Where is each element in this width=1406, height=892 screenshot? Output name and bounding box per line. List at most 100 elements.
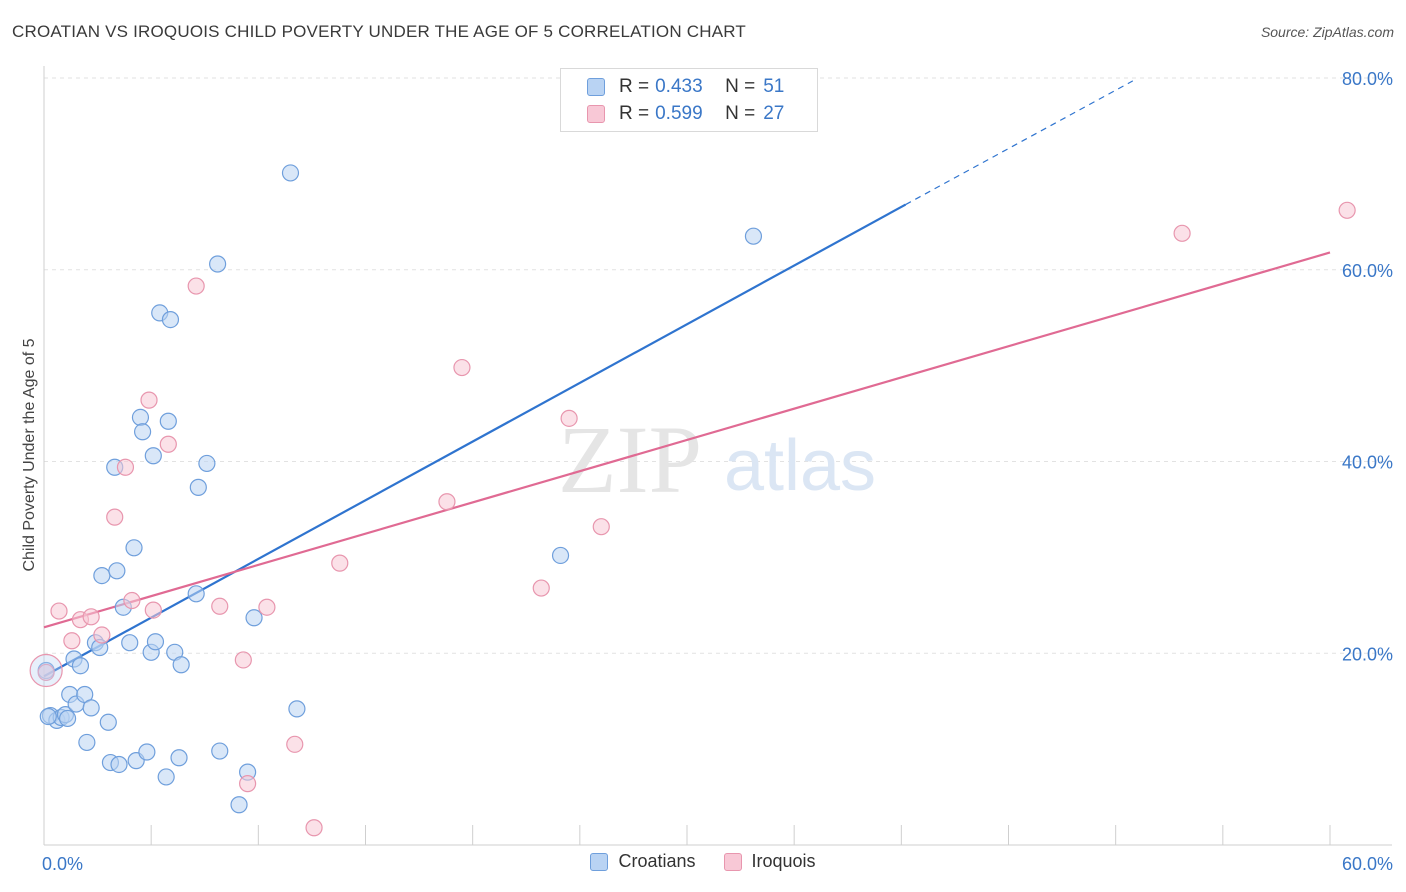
iroquois-point <box>286 735 304 753</box>
croatians-point <box>170 749 188 767</box>
croatians-swatch <box>587 78 605 96</box>
y-axis-label: Child Poverty Under the Age of 5 <box>21 338 38 571</box>
iroquois-point <box>453 358 471 377</box>
croatians-point <box>551 546 570 565</box>
croatians-point <box>82 699 100 717</box>
iroquois-point <box>187 277 205 295</box>
iroquois-point <box>63 632 81 650</box>
iroquois-point <box>331 554 349 572</box>
legend-label: Iroquois <box>751 851 816 871</box>
croatians-point <box>71 657 90 675</box>
croatians-point <box>159 412 177 430</box>
iroquois-point <box>50 602 68 620</box>
croatians-point <box>121 634 139 652</box>
iroquois-point <box>37 663 55 682</box>
r-value: 0.599 <box>655 103 703 124</box>
trend-layer <box>43 80 1331 678</box>
watermark-atlas: atlas <box>724 426 876 506</box>
n-value: 51 <box>763 76 785 97</box>
croatians-point <box>744 227 763 245</box>
croatians-point <box>281 164 300 182</box>
croatians-point <box>99 713 117 731</box>
chart-title: CROATIAN VS IROQUOIS CHILD POVERTY UNDER… <box>12 22 746 41</box>
iroquois-point <box>106 508 124 526</box>
r-label: R = <box>619 76 650 97</box>
iroquois-point <box>1173 224 1191 242</box>
legend-item-iroquois[interactable]: Iroquois <box>723 851 816 872</box>
iroquois-point <box>438 493 456 511</box>
croatians-point <box>172 656 190 674</box>
iroquois-point <box>239 775 257 793</box>
watermark-zip: ZIP <box>558 406 702 513</box>
croatians-point <box>146 633 165 651</box>
croatians-point <box>209 255 227 273</box>
croatians-point <box>198 454 216 473</box>
croatians-point <box>189 478 207 496</box>
iroquois-point <box>93 626 111 644</box>
croatians-point <box>78 733 96 752</box>
croatians-point <box>108 562 126 580</box>
r-value: 0.433 <box>655 76 703 97</box>
axes-layer <box>43 66 1392 846</box>
iroquois-point <box>560 409 578 427</box>
croatians-point <box>187 585 205 603</box>
y-tick-label: 20.0% <box>1342 644 1393 664</box>
correlation-legend: R = 0.433 N = 51 R = 0.599 N = 27 <box>560 68 818 132</box>
iroquois-point <box>211 597 229 615</box>
iroquois-point <box>123 591 141 610</box>
croatians-point <box>58 709 77 728</box>
source-label: Source: ZipAtlas.com <box>1260 24 1394 40</box>
x-tick-label: 60.0% <box>1342 854 1393 874</box>
croatians-point <box>245 609 263 627</box>
y-tick-label: 60.0% <box>1342 261 1393 281</box>
iroquois-point <box>532 579 550 597</box>
iroquois-point <box>144 601 162 619</box>
iroquois-point <box>305 819 323 837</box>
croatians-point <box>138 743 156 761</box>
croatians-point <box>288 700 306 718</box>
croatians-point <box>144 447 162 465</box>
points-layer <box>29 164 1356 837</box>
iroquois-point <box>258 598 276 616</box>
croatians-trend-line <box>43 203 907 678</box>
croatians-point <box>161 311 180 329</box>
y-tick-label: 40.0% <box>1342 453 1393 473</box>
labels-layer: 20.0% 40.0% 60.0% 80.0% 0.0% 60.0% <box>42 69 1393 874</box>
legend-item-croatians[interactable]: Croatians <box>590 851 696 872</box>
croatians-point <box>39 707 57 726</box>
n-label: N = <box>725 76 756 97</box>
legend-label: Croatians <box>618 851 696 871</box>
iroquois-point <box>159 435 177 453</box>
croatians-point <box>93 566 111 585</box>
legend-row-croatians: R = 0.433 N = 51 <box>587 75 784 99</box>
series-legend: Croatians Iroquois <box>0 851 1406 872</box>
legend-row-iroquois: R = 0.599 N = 27 <box>587 102 784 126</box>
croatians-point <box>211 742 229 760</box>
n-value: 27 <box>763 103 785 124</box>
croatians-point <box>125 539 143 557</box>
croatians-point <box>133 423 152 441</box>
iroquois-point <box>140 391 158 409</box>
croatians-point <box>131 408 150 426</box>
croatians-point <box>157 768 175 786</box>
iroquois-point <box>234 651 252 669</box>
iroquois-swatch <box>723 852 742 871</box>
r-label: R = <box>619 103 650 124</box>
y-tick-label: 80.0% <box>1342 69 1393 89</box>
grid-layer <box>44 77 1392 654</box>
croatians-swatch <box>590 852 609 871</box>
croatians-point <box>110 755 128 774</box>
watermark: ZIP atlas <box>558 406 876 513</box>
iroquois-point <box>116 458 135 476</box>
croatians-point <box>29 653 63 688</box>
n-label: N = <box>725 103 756 124</box>
iroquois-trend-line <box>43 251 1331 629</box>
iroquois-point <box>82 608 100 626</box>
croatians-point <box>230 796 248 814</box>
croatians-trend-extension <box>905 80 1134 206</box>
iroquois-point <box>592 518 610 536</box>
iroquois-swatch <box>587 105 605 123</box>
x-tick-label: 0.0% <box>42 854 83 874</box>
iroquois-point <box>1338 201 1356 219</box>
